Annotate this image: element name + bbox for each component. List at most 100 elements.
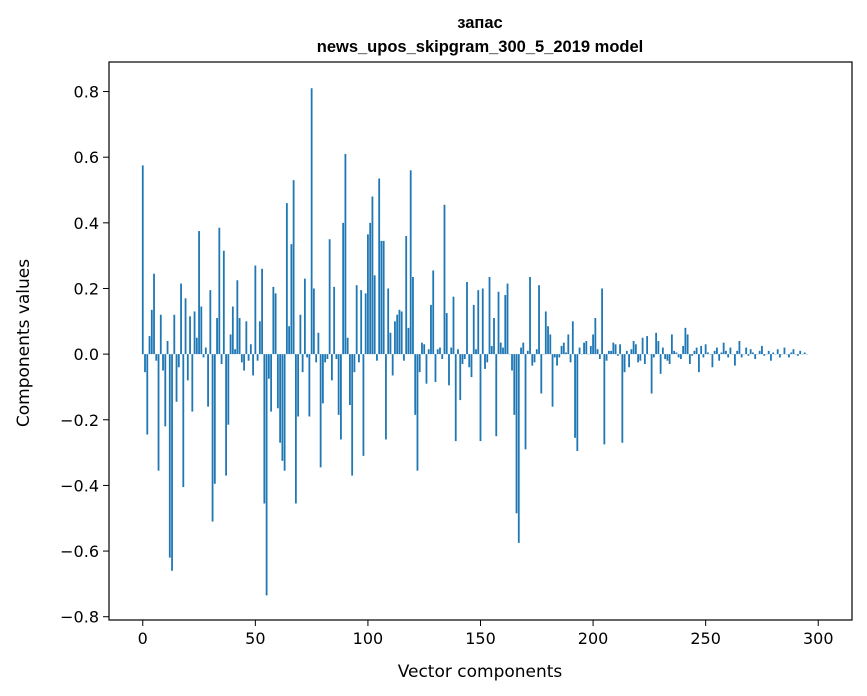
bar (650, 354, 653, 394)
bar (461, 354, 464, 364)
bar (693, 350, 696, 355)
bar (279, 354, 282, 443)
bar (454, 354, 457, 442)
bar (247, 354, 250, 361)
y-tick-label: −0.2 (60, 411, 99, 430)
bar (589, 345, 592, 355)
bar (520, 347, 522, 355)
bar (628, 354, 630, 368)
bar (758, 350, 761, 355)
bar (767, 350, 770, 355)
bar (497, 291, 500, 355)
bar (254, 265, 257, 355)
bar (337, 354, 340, 415)
bar (409, 170, 412, 355)
bar (661, 347, 664, 355)
bar (243, 354, 245, 371)
bar (592, 334, 594, 355)
bar (641, 337, 644, 355)
bar (236, 280, 239, 355)
bar (159, 314, 162, 355)
bar (596, 349, 599, 355)
bar (290, 244, 293, 355)
bar (677, 354, 680, 358)
bar (227, 354, 230, 425)
bar (382, 240, 385, 355)
bar (315, 354, 318, 363)
bar (583, 342, 585, 355)
bar (292, 180, 295, 355)
bar (333, 286, 336, 355)
bar (704, 344, 707, 355)
x-tick-label: 300 (803, 629, 834, 648)
bar (216, 318, 218, 355)
bar (371, 196, 374, 355)
bar (222, 250, 225, 355)
bar (783, 347, 786, 355)
bar (657, 341, 660, 355)
bar (249, 344, 252, 355)
bar (288, 326, 291, 355)
bar (303, 278, 306, 355)
bar (666, 354, 669, 361)
bar (790, 352, 793, 355)
bar (189, 316, 191, 355)
bar (625, 350, 628, 355)
bar (153, 273, 155, 355)
bar (202, 354, 205, 358)
bar (682, 345, 685, 355)
bar (466, 281, 468, 355)
bar (630, 349, 633, 355)
y-axis-label: Components values (14, 259, 34, 427)
bar (312, 288, 315, 355)
bar (177, 354, 180, 368)
bar (524, 354, 527, 450)
bar (504, 295, 507, 355)
bar (407, 327, 410, 355)
bar (168, 354, 171, 558)
bar (540, 354, 543, 394)
bar (533, 354, 536, 363)
bar (553, 354, 556, 358)
bar (150, 309, 153, 355)
bar (770, 354, 772, 361)
bar (481, 288, 484, 355)
bar (691, 354, 694, 356)
bar (204, 347, 207, 355)
bar (495, 354, 498, 437)
bar (436, 349, 439, 355)
bar (761, 345, 763, 355)
bar (310, 88, 313, 355)
bar (479, 354, 482, 442)
bar (652, 354, 655, 358)
bar (740, 354, 743, 358)
bar (229, 334, 232, 355)
bar (490, 345, 493, 355)
bar (220, 354, 223, 364)
bar (385, 354, 387, 440)
bar (234, 349, 236, 355)
bar (434, 354, 437, 383)
bar (331, 354, 333, 381)
bar (441, 354, 444, 360)
bar (200, 306, 203, 355)
bar (747, 354, 750, 356)
bar (616, 354, 619, 356)
bar (430, 304, 432, 355)
bar (193, 311, 196, 355)
y-tick-label: −0.6 (60, 542, 99, 561)
bar (531, 354, 534, 366)
bar (380, 240, 383, 355)
bar (155, 354, 158, 361)
bar (799, 350, 802, 355)
bar (218, 227, 221, 355)
bar (416, 354, 419, 471)
bar (619, 344, 621, 355)
bar (475, 349, 477, 355)
bar (180, 283, 182, 355)
y-tick-label: 0.0 (74, 345, 99, 364)
bar (779, 354, 781, 358)
bar (574, 354, 576, 438)
bar (256, 354, 259, 361)
